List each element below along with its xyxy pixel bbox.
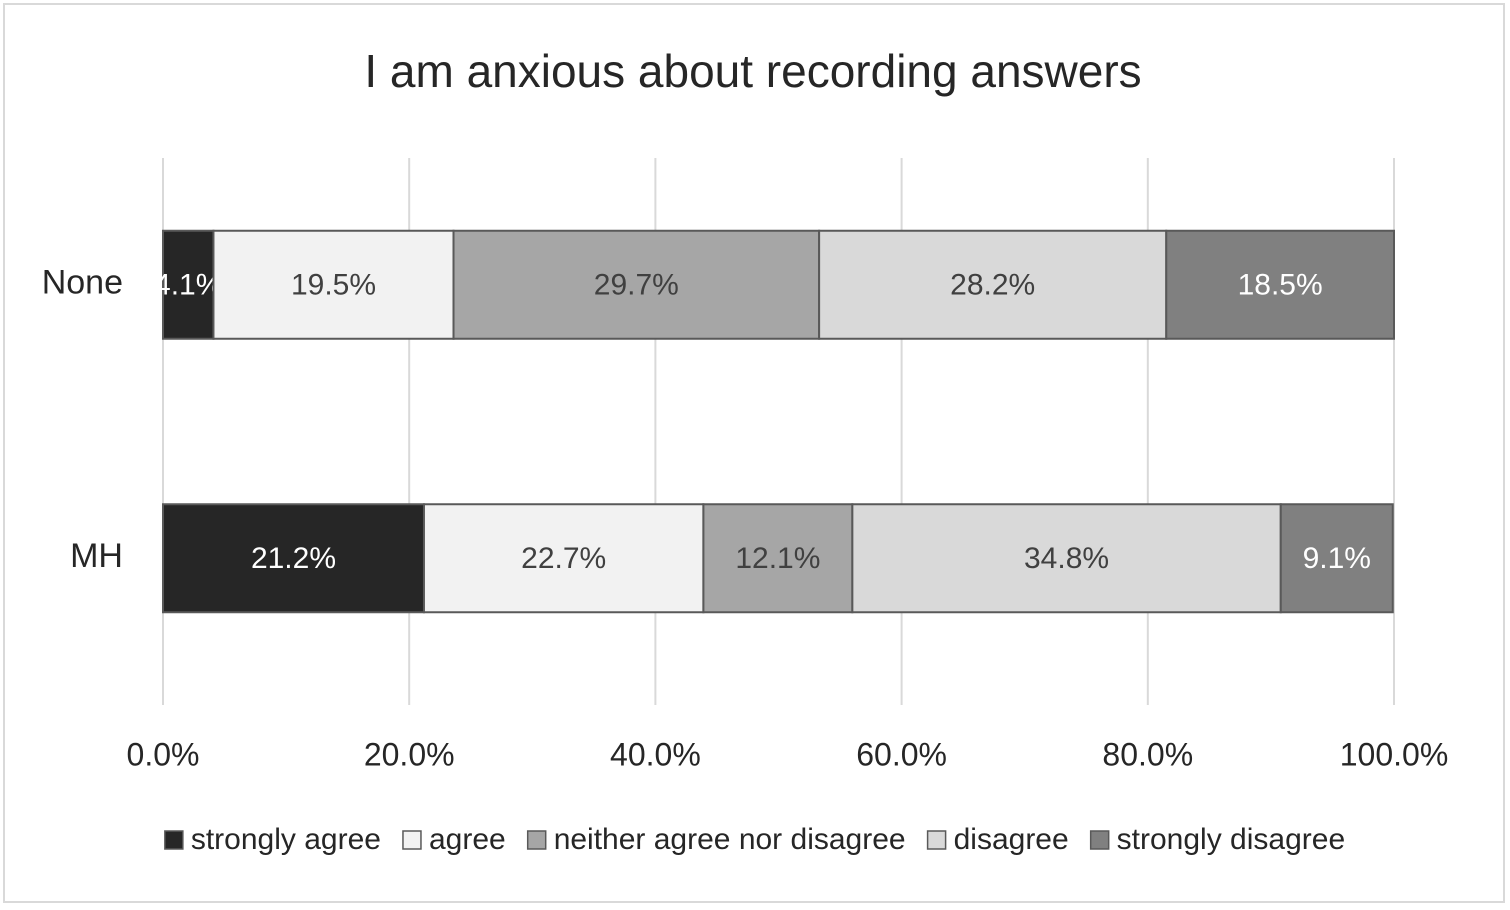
legend-label: agree — [429, 823, 506, 856]
bar-segment — [851, 503, 1282, 614]
data-label: 34.8% — [1024, 542, 1109, 575]
data-label: 12.1% — [735, 542, 820, 575]
x-tick-label: 80.0% — [1102, 736, 1193, 772]
data-label: 29.7% — [594, 269, 679, 302]
x-tick-label: 0.0% — [127, 736, 200, 772]
bar-segment — [162, 503, 425, 614]
legend-label: strongly disagree — [1117, 823, 1345, 856]
y-tick-label: MH — [70, 537, 123, 575]
legend-swatch — [526, 830, 547, 850]
legend-swatch — [402, 830, 422, 850]
bar-segment — [1279, 503, 1394, 614]
data-label: 28.2% — [950, 269, 1035, 302]
legend-swatch — [926, 830, 947, 850]
legend-label: neither agree nor disagree — [554, 823, 906, 856]
x-tick-label: 60.0% — [856, 736, 947, 772]
data-label: 4.1% — [154, 269, 222, 302]
bar-segment — [702, 503, 854, 614]
legend-swatch — [164, 830, 184, 850]
bar-segment — [1165, 229, 1396, 340]
bar-segment — [162, 229, 215, 340]
x-tick-label: 100.0% — [1340, 736, 1449, 772]
legend-label: disagree — [954, 823, 1069, 856]
chart-border — [3, 3, 1505, 903]
data-label: 18.5% — [1238, 269, 1323, 302]
x-tick-label: 20.0% — [364, 736, 455, 772]
x-tick-label: 40.0% — [610, 736, 701, 772]
data-label: 9.1% — [1303, 542, 1371, 575]
y-tick-label: None — [42, 264, 123, 302]
legend-swatch — [1089, 830, 1110, 850]
data-label: 21.2% — [251, 542, 336, 575]
data-label: 22.7% — [521, 542, 606, 575]
bar-segment — [818, 229, 1168, 340]
bar-segment — [422, 503, 705, 614]
data-label: 19.5% — [291, 269, 376, 302]
chart-title: I am anxious about recording answers — [364, 45, 1141, 97]
legend-label: strongly agree — [191, 823, 381, 856]
